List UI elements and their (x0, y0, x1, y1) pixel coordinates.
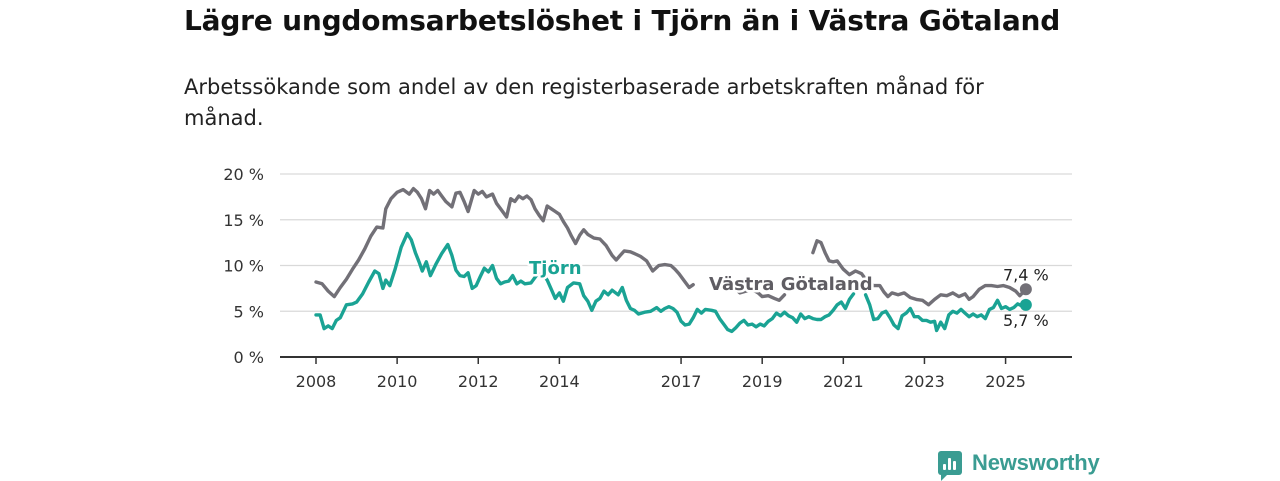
chart-title: Lägre ungdomsarbetslöshet i Tjörn än i V… (184, 4, 1061, 37)
end-label-tjorn: 5,7 % (1003, 311, 1049, 330)
series-line-vastra-gotaland (314, 186, 695, 299)
series-lines (314, 186, 1032, 334)
y-tick-label: 5 % (234, 302, 264, 321)
series-line-tjorn (863, 293, 1028, 333)
y-tick-label: 10 % (223, 257, 264, 276)
newsworthy-logo: Newsworthy (938, 448, 1100, 481)
end-point-vastra-gotaland (1019, 283, 1032, 296)
x-tick-label: 2025 (985, 372, 1026, 391)
bar-chart-icon (938, 451, 962, 481)
end-label-vastra-gotaland: 7,4 % (1003, 265, 1049, 284)
series-label-tjorn: Tjörn (529, 258, 582, 279)
series-line-vastra-gotaland (732, 285, 787, 302)
x-tick-label: 2017 (661, 372, 702, 391)
x-tick-label: 2021 (823, 372, 864, 391)
x-tick-label: 2012 (458, 372, 499, 391)
series-label-tjorn-halo: Tjörn (529, 258, 582, 279)
series-label-vastra-gotaland: Västra Götaland (709, 274, 873, 295)
gridlines (280, 173, 1072, 312)
x-tick-label: 2023 (904, 372, 945, 391)
chart-subtitle: Arbetssökande som andel av den registerb… (184, 75, 984, 130)
x-tick-label: 2014 (539, 372, 580, 391)
x-tick-label: 2008 (296, 372, 337, 391)
x-axis-ticks: 2008 2010 2012 2014 2017 2019 2021 2023 2025 (280, 356, 1072, 391)
y-tick-label: 15 % (223, 211, 264, 230)
y-tick-label: 0 % (234, 348, 264, 367)
series-line-tjorn (314, 231, 856, 334)
y-axis-ticks: 0 % 5 % 10 % 15 % 20 % (223, 165, 264, 367)
x-tick-label: 2010 (377, 372, 418, 391)
end-point-tjorn (1019, 298, 1032, 311)
y-tick-label: 20 % (223, 165, 264, 184)
x-tick-label: 2019 (742, 372, 783, 391)
series-label-vastra-gotaland-halo: Västra Götaland (709, 274, 873, 295)
brand-name: Newsworthy (972, 450, 1100, 475)
series-line-vastra-gotaland (811, 239, 1028, 307)
